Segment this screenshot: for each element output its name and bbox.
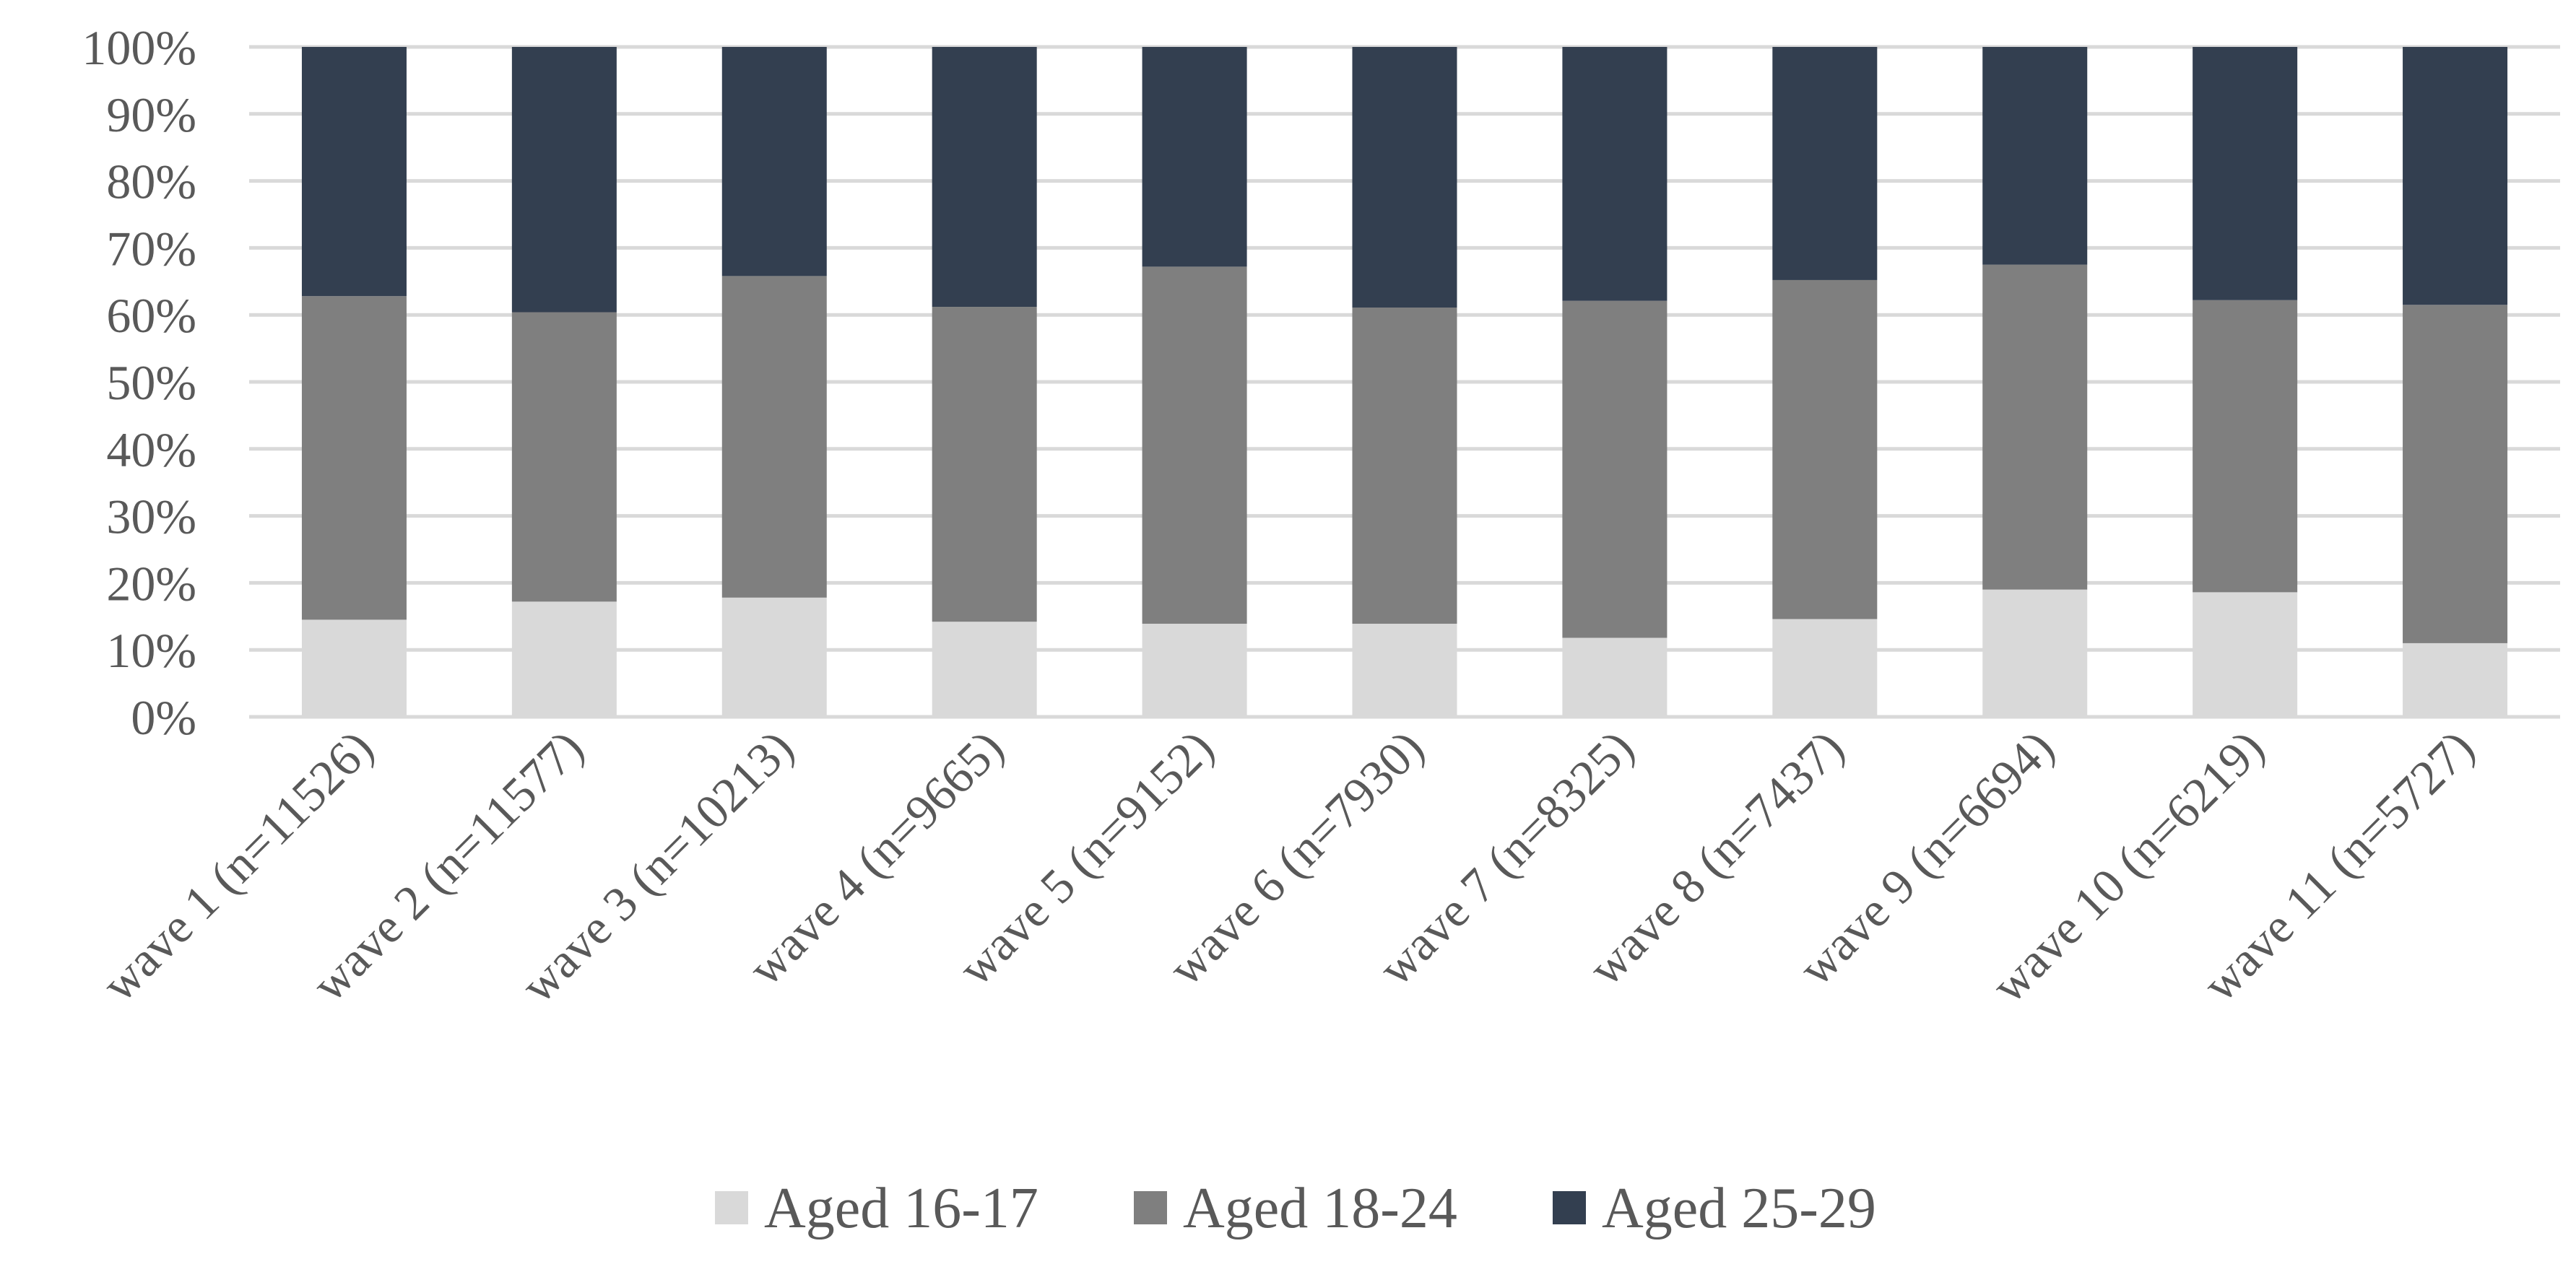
bar-segment-aged-16-17 — [721, 597, 827, 717]
bar-segment-aged-16-17 — [932, 622, 1037, 717]
bar-segment-aged-18-24 — [301, 296, 407, 620]
bar-segment-aged-25-29 — [1352, 47, 1457, 308]
y-tick-label: 30% — [106, 489, 196, 544]
y-tick-label: 10% — [106, 623, 196, 678]
x-axis-category-labels: wave 1 (n=11526)wave 2 (n=11577)wave 3 (… — [91, 720, 2484, 1014]
bar-segment-aged-25-29 — [301, 47, 407, 297]
bar-stack — [2403, 47, 2508, 717]
y-tick-label: 70% — [106, 221, 196, 276]
bar-segment-aged-16-17 — [1352, 624, 1457, 717]
bar-segment-aged-16-17 — [1562, 637, 1668, 717]
bar-segment-aged-25-29 — [2403, 47, 2508, 305]
bar-segment-aged-18-24 — [1352, 307, 1457, 624]
bar-stack — [1562, 47, 1668, 717]
legend-swatch — [715, 1191, 748, 1224]
y-tick-label: 50% — [106, 355, 196, 410]
legend-item: Aged 25-29 — [1553, 1177, 1876, 1240]
bar-segment-aged-25-29 — [1142, 47, 1247, 267]
legend-item: Aged 16-17 — [715, 1177, 1038, 1240]
bar-segment-aged-18-24 — [511, 312, 617, 602]
bar-segment-aged-25-29 — [511, 47, 617, 313]
bar-segment-aged-18-24 — [721, 276, 827, 598]
bar-segment-aged-18-24 — [1142, 266, 1247, 624]
bar-segment-aged-25-29 — [1562, 47, 1668, 301]
bar-stack — [721, 47, 827, 717]
bar-stack — [1352, 47, 1457, 717]
bar-segment-aged-16-17 — [511, 601, 617, 717]
bar-segment-aged-18-24 — [1982, 264, 2088, 590]
y-tick-label: 0% — [131, 690, 196, 745]
bar-segment-aged-18-24 — [2193, 300, 2298, 593]
y-axis-tick-labels: 0% 10% 20% 30% 40% 50% 60% 70% 80% 90% 100% — [82, 20, 196, 745]
bar-segment-aged-16-17 — [1772, 619, 1878, 717]
bar-segment-aged-16-17 — [2193, 592, 2298, 717]
bar-segment-aged-16-17 — [2403, 642, 2508, 717]
y-tick-label: 20% — [106, 556, 196, 611]
bar-segment-aged-25-29 — [1982, 47, 2088, 265]
bar-segment-aged-18-24 — [2403, 305, 2508, 643]
bar-stack — [1982, 47, 2088, 717]
legend-label: Aged 16-17 — [764, 1177, 1038, 1240]
bar-segment-aged-25-29 — [1772, 47, 1878, 280]
legend: Aged 16-17 Aged 18-24 Aged 25-29 — [715, 1177, 1876, 1240]
bar-segment-aged-16-17 — [1982, 589, 2088, 717]
legend-swatch — [1553, 1191, 1586, 1224]
bar-segment-aged-25-29 — [932, 47, 1037, 308]
y-tick-label: 90% — [106, 87, 196, 142]
bar-segment-aged-16-17 — [1142, 624, 1247, 717]
y-tick-label: 80% — [106, 154, 196, 209]
bar-stack — [511, 47, 617, 717]
bar-stack — [1772, 47, 1878, 717]
legend-label: Aged 18-24 — [1183, 1177, 1457, 1240]
y-tick-label: 40% — [106, 422, 196, 477]
bars — [301, 47, 2508, 717]
bar-segment-aged-18-24 — [1562, 300, 1668, 638]
bar-stack — [2193, 47, 2298, 717]
bar-stack — [932, 47, 1037, 717]
bar-segment-aged-18-24 — [1772, 279, 1878, 619]
legend-item: Aged 18-24 — [1134, 1177, 1457, 1240]
bar-segment-aged-18-24 — [932, 307, 1037, 622]
y-tick-label: 60% — [106, 288, 196, 343]
bar-stack — [1142, 47, 1247, 717]
bar-stack — [301, 47, 407, 717]
legend-swatch — [1134, 1191, 1167, 1224]
legend-label: Aged 25-29 — [1602, 1177, 1876, 1240]
bar-segment-aged-16-17 — [301, 619, 407, 717]
bar-segment-aged-25-29 — [2193, 47, 2298, 300]
y-tick-label: 100% — [82, 20, 196, 75]
bar-segment-aged-25-29 — [721, 47, 827, 276]
